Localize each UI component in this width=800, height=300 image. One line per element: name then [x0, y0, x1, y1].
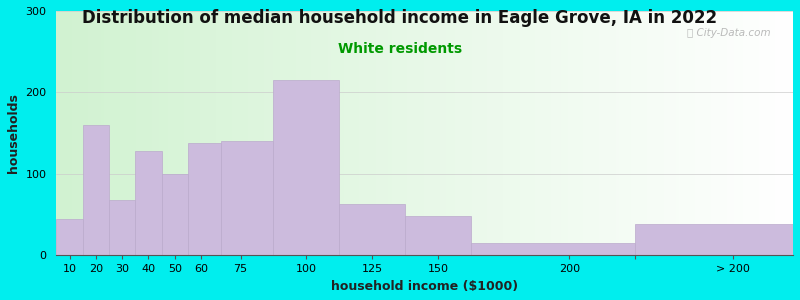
Bar — [109, 200, 135, 256]
Bar — [635, 224, 793, 256]
Bar — [221, 141, 274, 256]
Bar — [135, 151, 162, 256]
Bar — [82, 125, 109, 256]
Bar — [188, 143, 221, 256]
Text: ⓘ City-Data.com: ⓘ City-Data.com — [687, 28, 771, 38]
Bar — [56, 219, 82, 256]
Bar — [405, 216, 470, 256]
X-axis label: household income ($1000): household income ($1000) — [331, 280, 518, 293]
Bar — [339, 204, 405, 256]
Bar — [162, 174, 188, 256]
Text: White residents: White residents — [338, 42, 462, 56]
Bar — [470, 243, 635, 256]
Text: Distribution of median household income in Eagle Grove, IA in 2022: Distribution of median household income … — [82, 9, 718, 27]
Bar — [274, 80, 339, 256]
Y-axis label: households: households — [7, 93, 20, 173]
